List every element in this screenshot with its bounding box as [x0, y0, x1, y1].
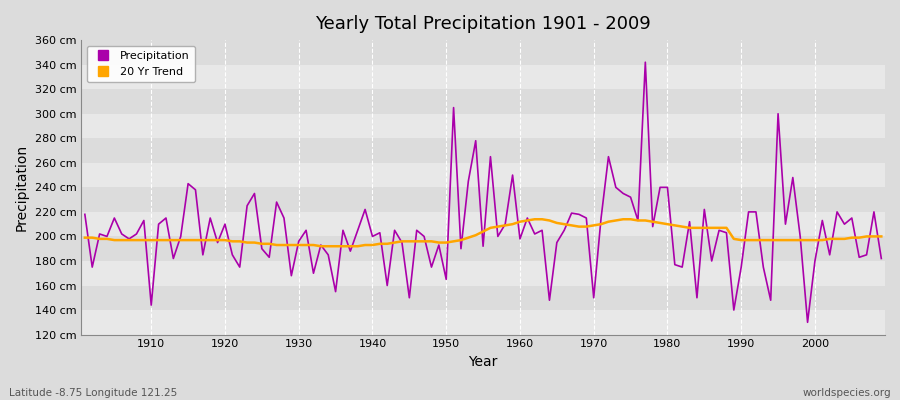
X-axis label: Year: Year — [468, 355, 498, 369]
Bar — [81, 286, 885, 310]
Bar — [81, 114, 885, 138]
Text: Latitude -8.75 Longitude 121.25: Latitude -8.75 Longitude 121.25 — [9, 388, 177, 398]
Bar — [81, 212, 885, 236]
Text: worldspecies.org: worldspecies.org — [803, 388, 891, 398]
Y-axis label: Precipitation: Precipitation — [15, 144, 29, 231]
Bar — [81, 261, 885, 286]
Bar — [81, 138, 885, 163]
Title: Yearly Total Precipitation 1901 - 2009: Yearly Total Precipitation 1901 - 2009 — [315, 15, 651, 33]
Legend: Precipitation, 20 Yr Trend: Precipitation, 20 Yr Trend — [86, 46, 195, 82]
Bar — [81, 40, 885, 65]
Bar — [81, 163, 885, 187]
Bar — [81, 187, 885, 212]
Bar — [81, 89, 885, 114]
Bar — [81, 65, 885, 89]
Bar — [81, 236, 885, 261]
Bar — [81, 310, 885, 334]
